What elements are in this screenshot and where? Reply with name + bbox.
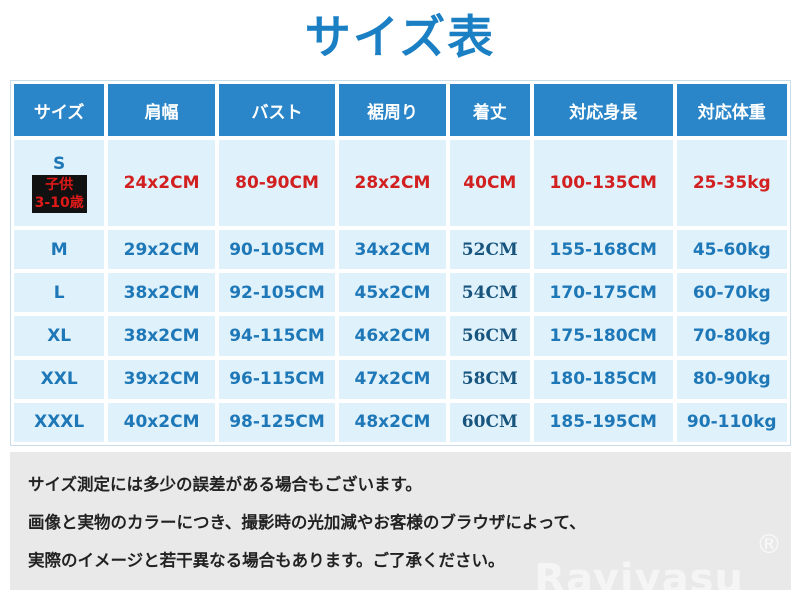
length-cell: 40CM <box>449 140 530 226</box>
size-cell: L <box>14 273 105 313</box>
shoulder-cell: 40x2CM <box>108 402 215 442</box>
length-cell: 60CM <box>449 402 530 442</box>
height-cell: 170-175CM <box>533 273 673 313</box>
kids-age-badge: 子供 3-10歳 <box>31 174 87 213</box>
table-row: S 子供 3-10歳 24x2CM 80-90CM 28x2CM 40CM 10… <box>14 140 787 226</box>
shoulder-cell: 38x2CM <box>108 316 215 356</box>
bust-cell: 90-105CM <box>218 230 336 270</box>
height-cell: 175-180CM <box>533 316 673 356</box>
kids-badge-line2: 3-10歳 <box>34 194 84 211</box>
bust-cell: 96-115CM <box>218 359 336 399</box>
hem-cell: 34x2CM <box>339 230 446 270</box>
table-row: L 38x2CM 92-105CM 45x2CM 54CM 170-175CM … <box>14 273 787 313</box>
size-cell: S 子供 3-10歳 <box>14 140 105 226</box>
table-row: XXXL 40x2CM 98-125CM 48x2CM 60CM 185-195… <box>14 402 787 442</box>
hem-cell: 46x2CM <box>339 316 446 356</box>
length-cell: 54CM <box>449 273 530 313</box>
length-cell: 56CM <box>449 316 530 356</box>
height-cell: 185-195CM <box>533 402 673 442</box>
height-cell: 100-135CM <box>533 140 673 226</box>
table-header-row: サイズ 肩幅 バスト 裾周り 着丈 対応身長 対応体重 <box>14 84 787 136</box>
note-line: サイズ測定には多少の誤差がある場合もございます。 <box>28 475 422 494</box>
notes-box: サイズ測定には多少の誤差がある場合もございます。 画像と実物のカラーにつき、撮影… <box>10 452 791 590</box>
bust-cell: 94-115CM <box>218 316 336 356</box>
length-cell: 52CM <box>449 230 530 270</box>
size-cell: M <box>14 230 105 270</box>
kids-badge-line1: 子供 <box>45 176 74 193</box>
hem-cell: 48x2CM <box>339 402 446 442</box>
hem-cell: 28x2CM <box>339 140 446 226</box>
header-weight: 対応体重 <box>676 84 787 136</box>
size-label: S <box>53 153 66 174</box>
header-bust: バスト <box>218 84 336 136</box>
length-cell: 58CM <box>449 359 530 399</box>
bust-cell: 92-105CM <box>218 273 336 313</box>
table-row: XL 38x2CM 94-115CM 46x2CM 56CM 175-180CM… <box>14 316 787 356</box>
weight-cell: 45-60kg <box>676 230 787 270</box>
hem-cell: 47x2CM <box>339 359 446 399</box>
shoulder-cell: 24x2CM <box>108 140 215 226</box>
size-table: サイズ 肩幅 バスト 裾周り 着丈 対応身長 対応体重 S 子供 3-10歳 2… <box>10 80 791 446</box>
registered-mark: ® <box>756 530 782 560</box>
bust-cell: 80-90CM <box>218 140 336 226</box>
header-size: サイズ <box>14 84 105 136</box>
weight-cell: 80-90kg <box>676 359 787 399</box>
height-cell: 180-185CM <box>533 359 673 399</box>
weight-cell: 25-35kg <box>676 140 787 226</box>
note-line: 画像と実物のカラーにつき、撮影時の光加減やお客様のブラウザによって、 <box>28 513 586 532</box>
shoulder-cell: 29x2CM <box>108 230 215 270</box>
table-row: M 29x2CM 90-105CM 34x2CM 52CM 155-168CM … <box>14 230 787 270</box>
header-hem: 裾周り <box>339 84 446 136</box>
size-cell: XL <box>14 316 105 356</box>
header-height: 対応身長 <box>533 84 673 136</box>
hem-cell: 45x2CM <box>339 273 446 313</box>
weight-cell: 60-70kg <box>676 273 787 313</box>
brand-watermark: Rayiyasu <box>534 556 744 602</box>
page-title: サイズ表 <box>304 10 496 64</box>
shoulder-cell: 38x2CM <box>108 273 215 313</box>
bust-cell: 98-125CM <box>218 402 336 442</box>
note-line: 実際のイメージと若干異なる場合もあります。ご了承ください。 <box>28 551 505 570</box>
height-cell: 155-168CM <box>533 230 673 270</box>
table-row: XXL 39x2CM 96-115CM 47x2CM 58CM 180-185C… <box>14 359 787 399</box>
header-shoulder: 肩幅 <box>108 84 215 136</box>
header-length: 着丈 <box>449 84 530 136</box>
weight-cell: 90-110kg <box>676 402 787 442</box>
size-cell: XXL <box>14 359 105 399</box>
weight-cell: 70-80kg <box>676 316 787 356</box>
size-cell: XXXL <box>14 402 105 442</box>
shoulder-cell: 39x2CM <box>108 359 215 399</box>
